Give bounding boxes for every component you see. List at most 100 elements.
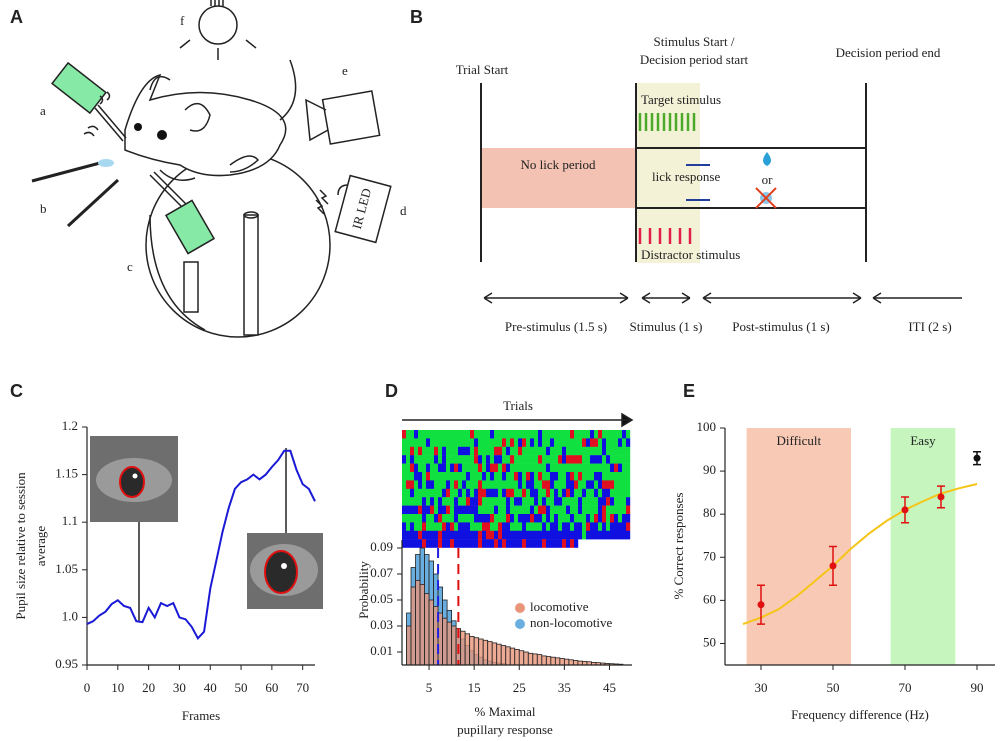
raster-cell (478, 514, 483, 523)
y-tick-label: 0.95 (55, 656, 78, 671)
eye-insets-part (119, 466, 145, 498)
raster-cell (582, 522, 587, 531)
raster-cell (414, 505, 419, 515)
raster-cell (594, 455, 599, 464)
raster-cell (574, 430, 579, 439)
fit-curve (742, 483, 978, 626)
raster-cell (490, 472, 495, 481)
raster-cell (490, 514, 495, 523)
raster-cell (594, 438, 599, 447)
raster-cell (430, 446, 435, 456)
raster-cell (514, 539, 519, 548)
target-label: Target stimulus (641, 92, 721, 107)
hist-bar (406, 625, 412, 666)
raster-cell (422, 514, 427, 523)
raster-cell (578, 522, 583, 531)
raster-cell (482, 488, 487, 498)
raster-cell (458, 480, 463, 489)
raster-cell (546, 497, 551, 506)
raster-cell (490, 480, 495, 489)
raster-cell (618, 514, 623, 523)
raster-cell (586, 530, 591, 540)
hist-bar (473, 637, 480, 666)
setup-drawing-part (184, 102, 211, 132)
raster-cell (582, 488, 587, 498)
panel-label: A (10, 7, 23, 27)
raster-cell (566, 522, 571, 531)
raster-cell (622, 455, 627, 464)
raster-cell (426, 463, 431, 473)
raster-cell (574, 514, 579, 523)
raster-cell (622, 472, 627, 481)
setup-label: f (180, 13, 185, 28)
raster-cell (486, 480, 491, 489)
y-tick-label: 0.03 (370, 617, 393, 632)
raster-cell (518, 505, 523, 515)
raster-cell (482, 530, 487, 540)
or-label: or (762, 172, 774, 187)
y-axis-label: average (33, 526, 48, 567)
raster-cell (506, 505, 511, 515)
raster-cell (542, 472, 547, 481)
raster-cell (614, 530, 619, 540)
raster-cell (538, 539, 543, 548)
raster-cell (578, 446, 583, 456)
raster-cell (614, 472, 619, 481)
raster-cell (618, 505, 623, 515)
raster-cell (450, 530, 455, 540)
raster-cell (482, 472, 487, 481)
raster-cell (534, 430, 539, 439)
raster-cell (546, 539, 551, 548)
raster-cell (522, 463, 527, 473)
raster-cell (410, 463, 415, 473)
raster-cell (578, 480, 583, 489)
raster-cell (518, 539, 523, 548)
raster-cell (402, 455, 407, 464)
raster-cell (402, 522, 407, 531)
raster-cell (462, 472, 467, 481)
raster-cell (510, 463, 515, 473)
raster-cell (598, 438, 603, 447)
raster-cell (498, 522, 503, 531)
raster-cell (622, 438, 627, 447)
raster-cell (402, 505, 407, 515)
raster-cell (602, 514, 607, 523)
raster-cell (486, 488, 491, 498)
x-tick-label: 45 (603, 680, 616, 695)
raster-cell (586, 446, 591, 456)
raster-cell (434, 488, 439, 498)
raster-cell (562, 530, 567, 540)
hist-bar (478, 638, 484, 666)
raster-cell (418, 488, 423, 498)
raster-cell (582, 446, 587, 456)
eye-insets-part (264, 550, 298, 594)
hist-bar (541, 655, 547, 666)
raster-cell (614, 463, 619, 473)
raster-cell (522, 514, 527, 523)
raster-cell (446, 522, 451, 531)
raster-cell (414, 455, 419, 464)
raster-cell (506, 446, 511, 456)
raster-cell (562, 463, 567, 473)
raster-cell (626, 505, 631, 515)
raster-cell (446, 480, 451, 489)
raster-cell (478, 539, 483, 548)
raster-cell (526, 488, 531, 498)
raster-cell (506, 488, 511, 498)
raster-cell (490, 530, 495, 540)
raster-cell (434, 522, 439, 531)
raster-cell (418, 472, 423, 481)
timeline-part (638, 228, 692, 244)
y-tick-label: 100 (697, 419, 717, 434)
raster-cell (558, 522, 563, 531)
raster-cell (422, 522, 427, 531)
raster-cell (494, 463, 499, 473)
raster-cell (422, 505, 427, 515)
panel-label: E (683, 381, 695, 401)
raster-cell (478, 488, 483, 498)
raster-cell (426, 446, 431, 456)
setup-drawing-part (243, 211, 259, 219)
raster-cell (494, 455, 499, 464)
raster-cell (590, 488, 595, 498)
raster-cell (538, 455, 543, 464)
